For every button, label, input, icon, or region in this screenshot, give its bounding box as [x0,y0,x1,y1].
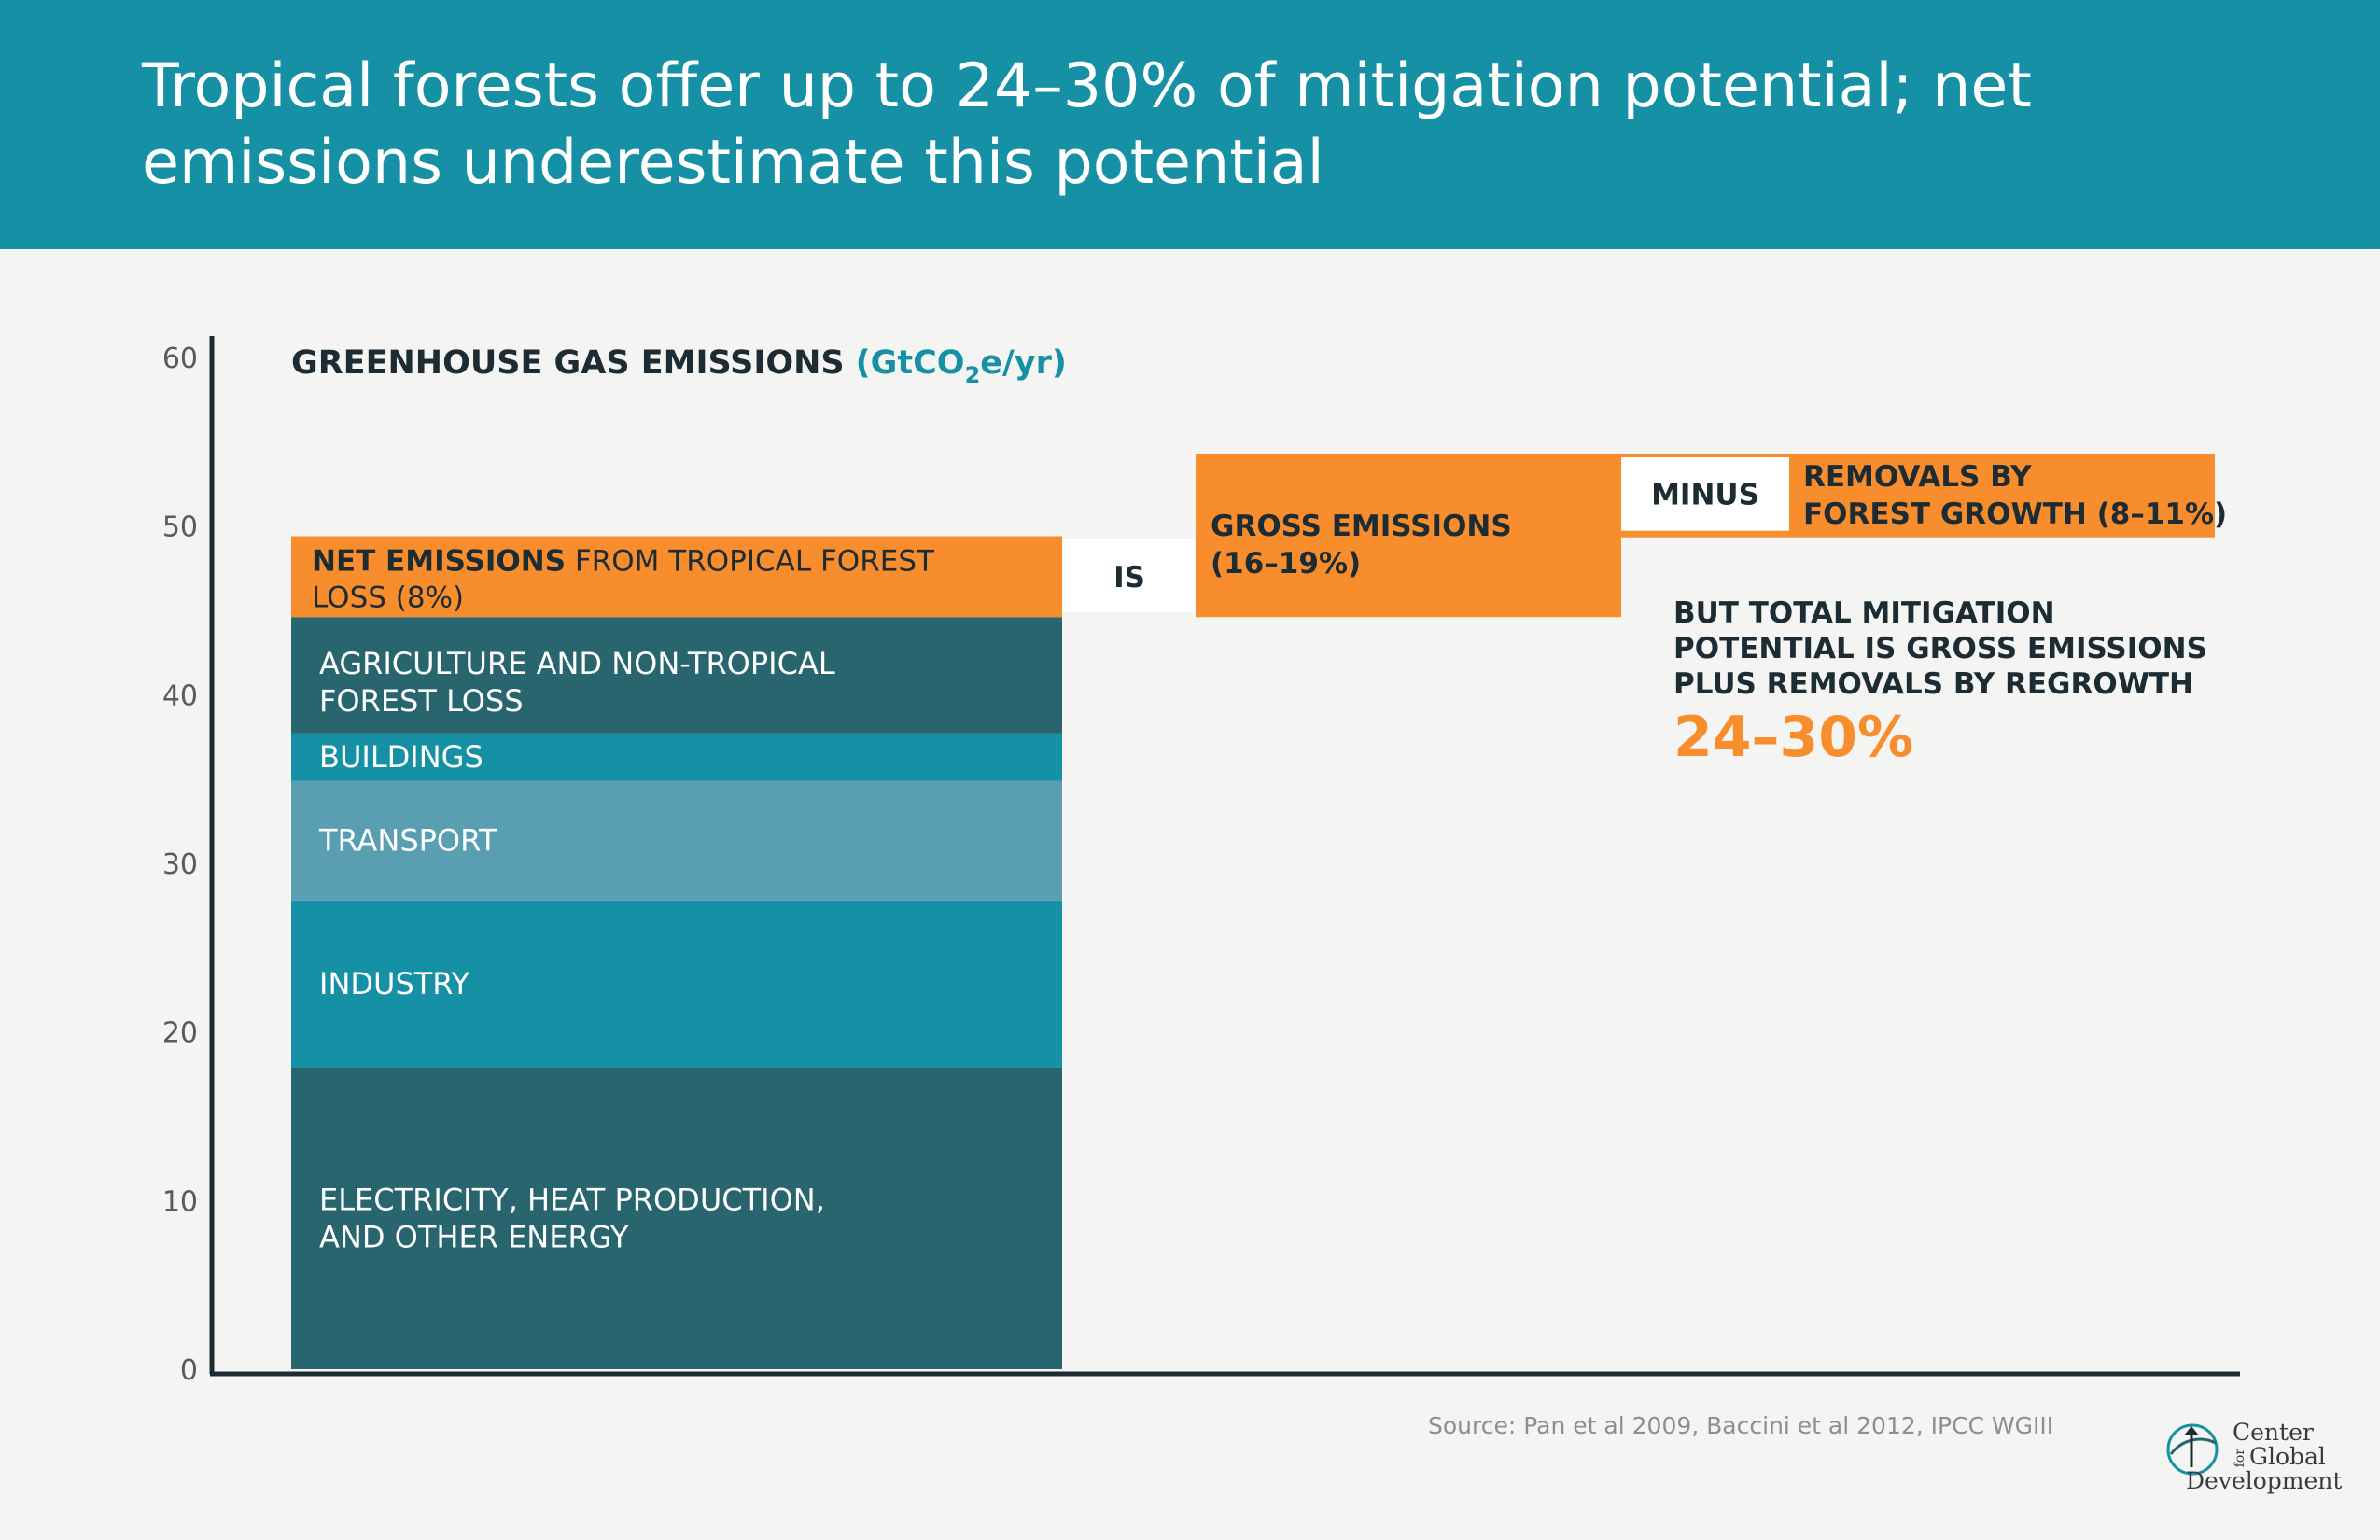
gross-emissions-label: GROSS EMISSIONS [1211,510,1512,543]
logo-text-development: Development [2186,1467,2343,1494]
logo-text-global: Global [2249,1443,2326,1470]
bar-segment [291,780,1062,901]
is-box [1062,539,1195,613]
logo-text-for: for [2233,1449,2247,1468]
chart-title: GREENHOUSE GAS EMISSIONS (GtCO2e/yr) [291,344,1067,388]
bar-label: TRANSPORT [318,823,497,859]
header-banner: Tropical forests offer up to 24–30% of m… [0,0,2380,249]
bar-segment [291,900,1062,1068]
bar-label: LOSS (8%) [312,581,464,615]
minus-label: MINUS [1651,478,1759,511]
gross-emissions-box [1196,453,1621,618]
y-tick-label: 20 [162,1017,198,1050]
bar-label: BUILDINGS [319,739,483,775]
bar-label: NET EMISSIONS FROM TROPICAL FOREST [312,545,935,579]
y-tick-label: 0 [180,1354,198,1387]
y-tick-label: 60 [162,343,198,375]
bar-segment [291,733,1062,781]
cgd-logo: Center for Global Development [2158,1417,2354,1503]
bar-label: FOREST LOSS [319,683,524,719]
bar-label: ELECTRICITY, HEAT PRODUCTION, [319,1182,825,1217]
is-label: IS [1113,561,1145,595]
page-title: Tropical forests offer up to 24–30% of m… [142,51,2032,198]
gross-emissions-label: (16–19%) [1211,547,1361,581]
y-tick-label: 50 [162,511,198,544]
y-tick-label: 40 [162,679,198,712]
y-tick-label: 30 [162,848,198,881]
bar-segment [291,536,1062,618]
bar-label: AGRICULTURE AND NON-TROPICAL [319,646,835,681]
bar-label: AND OTHER ENERGY [319,1219,629,1254]
note-line: POTENTIAL IS GROSS EMISSIONS [1673,632,2207,665]
bar-segment [291,617,1062,734]
bar-label: INDUSTRY [319,966,469,1001]
source-note: Source: Pan et al 2009, Baccini et al 20… [1428,1412,2054,1439]
bar-segment [291,1067,1062,1369]
removals-label: FOREST GROWTH (8–11%) [1803,497,2227,531]
note-line: BUT TOTAL MITIGATION [1673,596,2055,630]
removals-label: REMOVALS BY [1803,460,2032,494]
globe-logo-icon [2166,1423,2219,1476]
logo-text-center: Center [2233,1419,2314,1446]
minus-box [1621,456,1789,531]
y-tick-label: 10 [162,1185,198,1218]
note-value: 24–30% [1673,705,1913,770]
note-line: PLUS REMOVALS BY REGROWTH [1673,667,2193,701]
